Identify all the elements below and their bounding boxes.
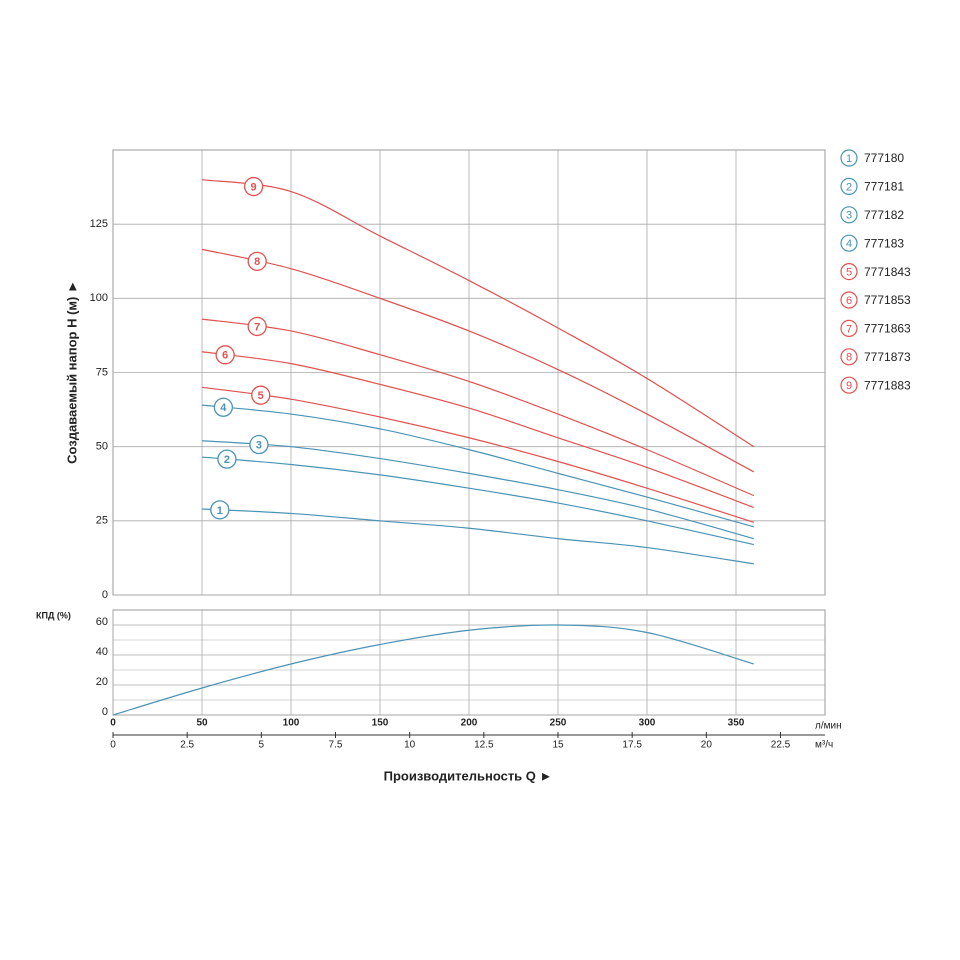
x2-tick-label: 5 bbox=[259, 740, 265, 751]
curve-marker-label: 7 bbox=[254, 321, 260, 333]
legend-marker-label: 9 bbox=[846, 380, 852, 392]
x2-tick-label: 0 bbox=[110, 740, 116, 751]
x2-tick-label: 20 bbox=[701, 740, 713, 751]
y-tick-label: 25 bbox=[96, 515, 108, 527]
legend-marker-label: 6 bbox=[846, 295, 852, 307]
legend-marker bbox=[840, 291, 858, 309]
curve-marker bbox=[249, 434, 269, 455]
curve bbox=[201, 179, 755, 448]
curve-marker-label: 9 bbox=[251, 181, 257, 193]
legend-marker-label: 7 bbox=[846, 323, 852, 335]
x2-tick-label: 10 bbox=[404, 740, 416, 751]
x-axis-label: Производительность Q ► bbox=[384, 768, 553, 783]
curve bbox=[112, 624, 754, 716]
y-tick-label: 60 bbox=[96, 616, 108, 628]
legend-label: 7771843 bbox=[864, 265, 911, 279]
x-tick-label: 50 bbox=[196, 718, 208, 729]
curve bbox=[201, 386, 754, 523]
x-tick-label: 100 bbox=[283, 718, 300, 729]
curve-marker-label: 1 bbox=[217, 505, 223, 517]
curve bbox=[201, 351, 755, 509]
legend-marker-label: 3 bbox=[846, 210, 852, 222]
curve-marker bbox=[213, 397, 234, 417]
legend-marker bbox=[840, 348, 858, 366]
x-tick-label: 200 bbox=[461, 718, 478, 729]
y-tick-label: 40 bbox=[96, 646, 108, 658]
curve bbox=[201, 456, 754, 546]
x-unit: л/мин bbox=[815, 721, 842, 732]
legend-label: 777180 bbox=[864, 151, 904, 165]
curve-marker-label: 6 bbox=[222, 350, 228, 362]
y-tick-label: 0 bbox=[102, 706, 108, 718]
curve bbox=[201, 508, 754, 565]
y-tick-label: 125 bbox=[90, 218, 108, 230]
legend-marker-label: 4 bbox=[846, 238, 852, 250]
legend-marker bbox=[840, 177, 858, 195]
x2-tick-label: 2.5 bbox=[180, 740, 194, 751]
x2-tick-label: 17.5 bbox=[622, 740, 642, 751]
x-tick-label: 0 bbox=[110, 718, 116, 729]
legend-marker bbox=[840, 319, 858, 337]
y-tick-label: 50 bbox=[96, 441, 108, 453]
legend-marker bbox=[840, 263, 858, 281]
y-tick-label: 20 bbox=[96, 676, 108, 688]
legend-marker-label: 1 bbox=[846, 153, 852, 165]
legend-marker bbox=[840, 234, 858, 252]
legend-marker-label: 5 bbox=[846, 267, 852, 279]
curve-marker bbox=[247, 316, 267, 337]
curve-marker-label: 2 bbox=[224, 454, 230, 466]
x2-unit: м³/ч bbox=[815, 740, 833, 751]
x2-tick-label: 7.5 bbox=[329, 740, 343, 751]
legend-marker bbox=[840, 376, 858, 394]
y-tick-label: 75 bbox=[96, 366, 108, 378]
legend-marker-label: 2 bbox=[846, 181, 852, 193]
legend-label: 777182 bbox=[864, 208, 904, 222]
curve-marker-label: 5 bbox=[258, 390, 264, 402]
legend-label: 777183 bbox=[864, 236, 904, 250]
curve bbox=[201, 248, 755, 473]
curve-marker-label: 4 bbox=[220, 402, 227, 414]
efficiency-label: КПД (%) bbox=[36, 610, 71, 620]
x2-tick-label: 15 bbox=[552, 740, 564, 751]
curve-marker-label: 8 bbox=[254, 256, 260, 268]
x-tick-label: 250 bbox=[550, 718, 567, 729]
curve bbox=[201, 404, 754, 528]
curve-marker bbox=[251, 385, 271, 405]
curve-marker-label: 3 bbox=[256, 439, 262, 451]
curve-marker bbox=[215, 345, 235, 365]
legend-marker-label: 8 bbox=[846, 352, 852, 364]
legend-label: 7771863 bbox=[864, 322, 911, 336]
x2-tick-label: 12.5 bbox=[474, 740, 494, 751]
curve bbox=[201, 440, 754, 540]
curve-marker bbox=[243, 176, 264, 197]
x-tick-label: 300 bbox=[639, 718, 656, 729]
legend-marker bbox=[840, 206, 858, 224]
y-axis-label: Создаваемый напор H (м) ► bbox=[64, 280, 79, 464]
legend-label: 7771883 bbox=[864, 378, 911, 392]
legend-label: 7771873 bbox=[864, 350, 911, 364]
x2-tick-label: 22.5 bbox=[771, 740, 791, 751]
y-tick-label: 100 bbox=[90, 292, 108, 304]
legend-label: 777181 bbox=[864, 180, 904, 194]
x-tick-label: 150 bbox=[372, 718, 389, 729]
curve-marker bbox=[247, 251, 267, 271]
curve-marker bbox=[210, 500, 230, 520]
curve-marker bbox=[217, 449, 237, 469]
legend-label: 7771853 bbox=[864, 293, 911, 307]
y-tick-label: 0 bbox=[102, 589, 108, 601]
legend-marker bbox=[840, 149, 858, 167]
curve bbox=[201, 318, 755, 497]
x-tick-label: 350 bbox=[728, 718, 745, 729]
